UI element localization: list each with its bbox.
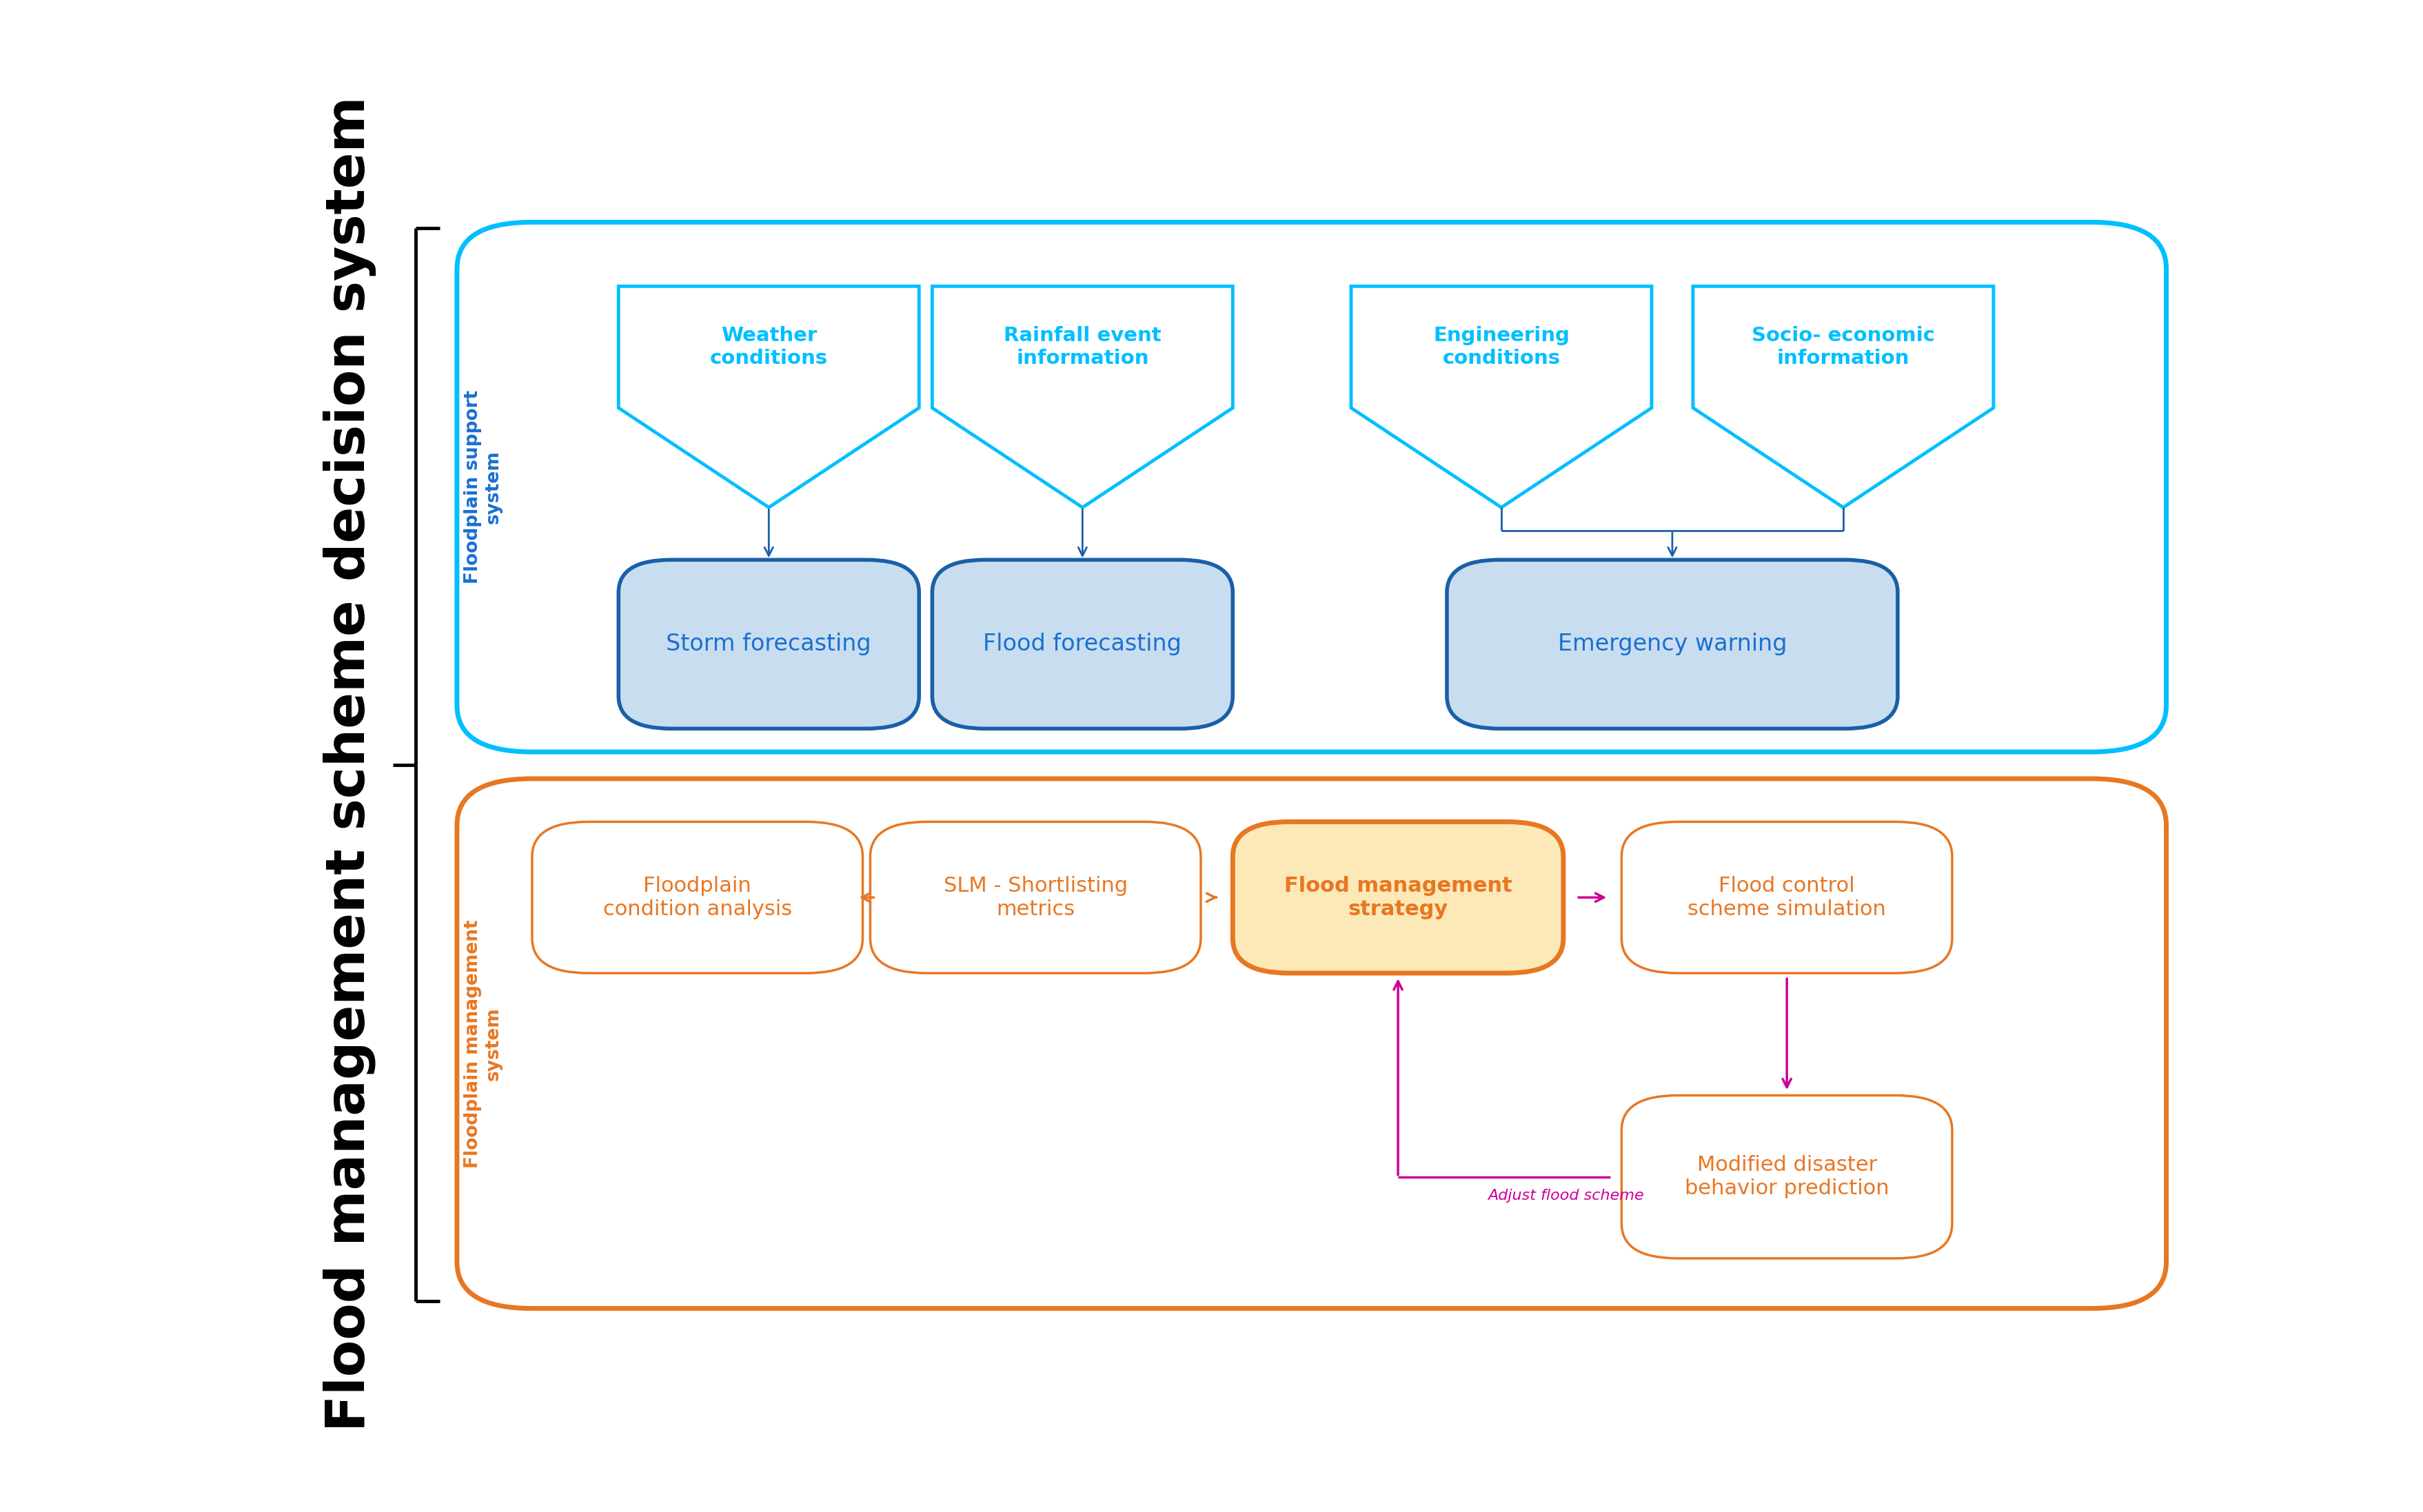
FancyBboxPatch shape xyxy=(1621,1095,1951,1258)
Text: Engineering
conditions: Engineering conditions xyxy=(1432,327,1570,367)
Text: Flood management scheme decision system: Flood management scheme decision system xyxy=(322,95,376,1432)
Text: Floodplain
condition analysis: Floodplain condition analysis xyxy=(603,875,792,919)
Text: SLM - Shortlisting
metrics: SLM - Shortlisting metrics xyxy=(943,875,1127,919)
Text: Modified disaster
behavior prediction: Modified disaster behavior prediction xyxy=(1684,1155,1888,1199)
FancyBboxPatch shape xyxy=(933,559,1233,729)
FancyBboxPatch shape xyxy=(1447,559,1897,729)
FancyBboxPatch shape xyxy=(1233,821,1563,974)
Text: Floodplain support
system: Floodplain support system xyxy=(463,390,502,584)
FancyBboxPatch shape xyxy=(458,779,2166,1308)
Text: Socio- economic
information: Socio- economic information xyxy=(1752,327,1934,367)
Text: Rainfall event
information: Rainfall event information xyxy=(1003,327,1161,367)
Polygon shape xyxy=(1691,286,1992,508)
Text: Storm forecasting: Storm forecasting xyxy=(666,634,872,656)
Text: Flood control
scheme simulation: Flood control scheme simulation xyxy=(1686,875,1885,919)
FancyBboxPatch shape xyxy=(458,222,2166,751)
FancyBboxPatch shape xyxy=(870,821,1199,974)
Text: Adjust flood scheme: Adjust flood scheme xyxy=(1488,1188,1643,1202)
Text: Flood management
strategy: Flood management strategy xyxy=(1284,875,1512,919)
Polygon shape xyxy=(618,286,918,508)
FancyBboxPatch shape xyxy=(1621,821,1951,974)
Text: Weather
conditions: Weather conditions xyxy=(710,327,829,367)
Text: Emergency warning: Emergency warning xyxy=(1558,634,1786,656)
FancyBboxPatch shape xyxy=(533,821,863,974)
FancyBboxPatch shape xyxy=(618,559,918,729)
Text: Floodplain management
system: Floodplain management system xyxy=(463,919,502,1167)
Text: Flood forecasting: Flood forecasting xyxy=(984,634,1182,656)
Polygon shape xyxy=(1350,286,1650,508)
Polygon shape xyxy=(933,286,1233,508)
